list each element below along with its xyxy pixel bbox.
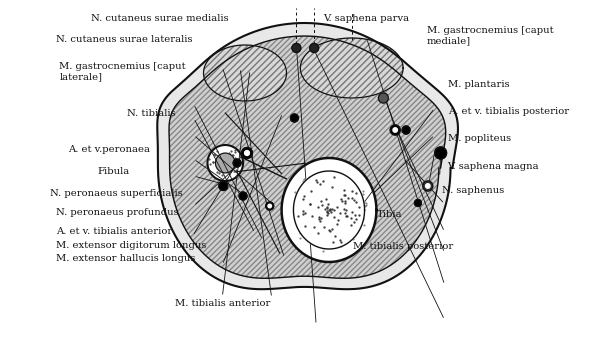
Circle shape — [402, 126, 410, 134]
Text: M. plantaris: M. plantaris — [448, 80, 509, 88]
Text: M. popliteus: M. popliteus — [448, 134, 511, 143]
Circle shape — [245, 151, 250, 155]
Text: V. saphena magna: V. saphena magna — [448, 162, 539, 171]
Text: N. saphenus: N. saphenus — [442, 186, 504, 195]
Polygon shape — [281, 158, 376, 262]
Circle shape — [239, 192, 247, 200]
Circle shape — [290, 114, 298, 122]
Text: M. extensor hallucis longus: M. extensor hallucis longus — [56, 255, 196, 263]
Circle shape — [268, 204, 272, 208]
Polygon shape — [215, 153, 235, 173]
Text: N. cutaneus surae medialis: N. cutaneus surae medialis — [91, 14, 228, 23]
Polygon shape — [157, 23, 458, 289]
Text: N. peronaeus superficialis: N. peronaeus superficialis — [50, 189, 183, 198]
Text: A. et v. tibialis posterior: A. et v. tibialis posterior — [448, 107, 569, 116]
Text: N. cutaneus surae lateralis: N. cutaneus surae lateralis — [56, 35, 193, 44]
Text: Tibia: Tibia — [376, 210, 402, 219]
Text: A. et v. tibialis anterior: A. et v. tibialis anterior — [56, 227, 173, 236]
Text: M. extensor digitorum longus: M. extensor digitorum longus — [56, 241, 206, 250]
Polygon shape — [169, 36, 446, 278]
Text: N. peronaeus profundus: N. peronaeus profundus — [56, 208, 179, 217]
Circle shape — [379, 93, 388, 103]
Circle shape — [393, 128, 397, 132]
Circle shape — [266, 202, 274, 210]
Polygon shape — [208, 145, 243, 181]
Text: A. et v.peronaea: A. et v.peronaea — [68, 145, 150, 154]
Text: M. gastrocnemius [caput
laterale]: M. gastrocnemius [caput laterale] — [59, 62, 186, 82]
Text: N. tibialis: N. tibialis — [127, 109, 176, 118]
Text: V. saphena parva: V. saphena parva — [323, 14, 409, 23]
Circle shape — [425, 184, 430, 188]
Circle shape — [423, 181, 433, 191]
Polygon shape — [203, 45, 287, 101]
Text: M. tibialis anterior: M. tibialis anterior — [175, 299, 270, 308]
Circle shape — [390, 125, 400, 135]
Circle shape — [415, 200, 421, 206]
Circle shape — [219, 181, 228, 190]
Text: M. tibialis posterior: M. tibialis posterior — [353, 243, 453, 251]
Circle shape — [242, 147, 253, 158]
Circle shape — [310, 44, 319, 52]
Circle shape — [292, 44, 301, 52]
Circle shape — [435, 147, 446, 159]
Text: Fibula: Fibula — [98, 167, 130, 176]
Polygon shape — [301, 38, 403, 98]
Circle shape — [233, 159, 241, 167]
Text: M. gastrocnemius [caput
mediale]: M. gastrocnemius [caput mediale] — [427, 26, 553, 46]
Polygon shape — [293, 171, 365, 249]
